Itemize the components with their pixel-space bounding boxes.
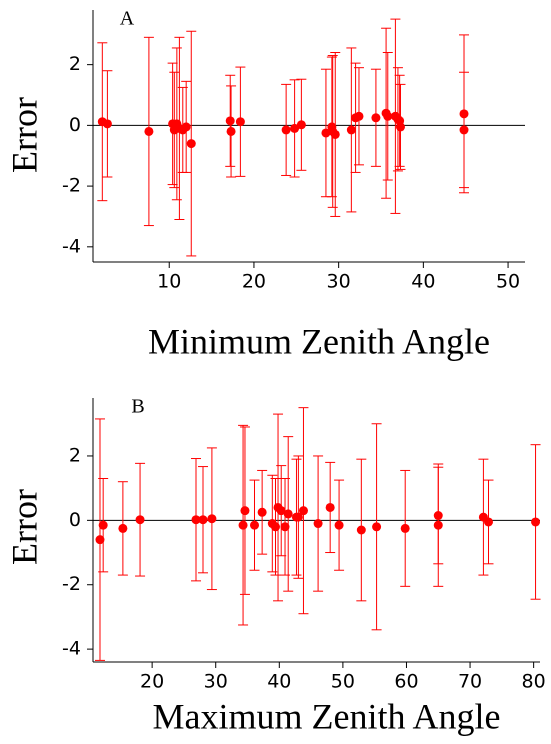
point <box>356 525 366 535</box>
point <box>296 120 306 130</box>
point <box>483 517 493 527</box>
y-axis-title: Error <box>4 489 44 565</box>
point <box>118 523 128 533</box>
point <box>240 506 250 516</box>
y-tick-label: 0 <box>69 509 81 531</box>
x-tick-label: 40 <box>411 271 435 293</box>
y-tick-label: 2 <box>69 444 81 466</box>
point <box>283 509 293 519</box>
point <box>144 126 154 136</box>
panel-label: B <box>131 396 144 418</box>
x-tick-label: 70 <box>458 671 482 693</box>
point <box>207 514 217 524</box>
x-tick-label: 50 <box>496 271 520 293</box>
y-tick-label: -2 <box>62 175 81 197</box>
point <box>400 523 410 533</box>
y-tick-label: -2 <box>62 573 81 595</box>
point <box>226 126 236 136</box>
point <box>280 522 290 532</box>
point <box>298 506 308 516</box>
x-tick-label: 60 <box>394 671 418 693</box>
point <box>270 522 280 532</box>
point <box>250 520 260 530</box>
x-axis-title: Maximum Zenith Angle <box>153 696 501 736</box>
x-tick-label: 20 <box>242 271 266 293</box>
point <box>191 515 201 525</box>
point <box>102 119 112 129</box>
point <box>334 520 344 530</box>
y-tick-label: -4 <box>62 235 81 257</box>
point <box>330 129 340 139</box>
point <box>181 122 191 132</box>
point <box>459 125 469 135</box>
y-axis-title: Error <box>4 97 44 173</box>
point <box>321 128 331 138</box>
y-tick-label: -4 <box>62 638 81 660</box>
point <box>281 125 291 135</box>
x-tick-label: 40 <box>267 671 291 693</box>
panel-label: A <box>120 8 135 30</box>
point <box>354 111 364 121</box>
point <box>433 520 443 530</box>
point <box>383 111 393 121</box>
point <box>225 116 235 126</box>
point <box>290 123 300 133</box>
x-tick-label: 30 <box>327 271 351 293</box>
point <box>98 520 108 530</box>
point <box>531 517 541 527</box>
x-tick-label: 30 <box>204 671 228 693</box>
x-tick-label: 80 <box>522 671 546 693</box>
point <box>95 535 105 545</box>
point <box>371 113 381 123</box>
point <box>346 125 356 135</box>
x-tick-label: 10 <box>157 271 181 293</box>
point <box>395 122 405 132</box>
point <box>372 522 382 532</box>
point <box>257 507 267 517</box>
point <box>325 502 335 512</box>
point <box>198 515 208 525</box>
x-tick-label: 50 <box>331 671 355 693</box>
point <box>238 520 248 530</box>
x-axis-title: Minimum Zenith Angle <box>148 321 490 361</box>
y-tick-label: 2 <box>69 53 81 75</box>
x-tick-label: 20 <box>140 671 164 693</box>
point <box>276 506 286 516</box>
y-tick-label: 0 <box>69 114 81 136</box>
point <box>235 117 245 127</box>
point <box>293 512 303 522</box>
point <box>186 139 196 149</box>
point <box>135 515 145 525</box>
point <box>313 519 323 529</box>
